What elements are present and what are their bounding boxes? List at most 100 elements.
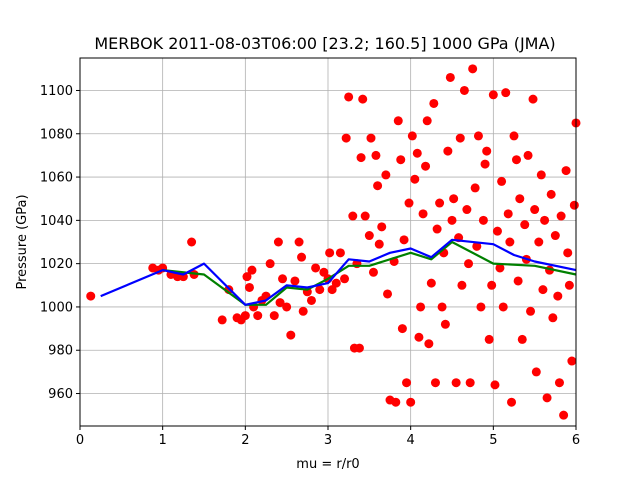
scatter-point bbox=[484, 334, 494, 344]
scatter-point bbox=[468, 64, 478, 74]
lines bbox=[100, 238, 577, 306]
scatter-point bbox=[526, 306, 536, 316]
scatter-point bbox=[325, 248, 335, 258]
scatter-point bbox=[402, 378, 412, 388]
scatter-point bbox=[561, 166, 571, 176]
scatter-point bbox=[440, 319, 450, 329]
scatter-point bbox=[546, 189, 556, 199]
scatter-point bbox=[298, 306, 308, 316]
scatter-point bbox=[242, 272, 252, 282]
scatter-point bbox=[240, 311, 250, 321]
scatter-point bbox=[247, 265, 257, 275]
scatter-point bbox=[273, 237, 283, 247]
scatter-point bbox=[399, 235, 409, 245]
y-tick-label: 1000 bbox=[40, 300, 73, 315]
scatter-point bbox=[278, 274, 288, 284]
scatter-point bbox=[360, 211, 370, 221]
scatter-point bbox=[548, 313, 558, 323]
scatter-point bbox=[515, 194, 525, 204]
scatter-point bbox=[421, 161, 431, 171]
x-ticks: 0 1 2 3 4 5 6 bbox=[76, 426, 580, 448]
scatter-point bbox=[465, 378, 475, 388]
scatter-point bbox=[282, 302, 292, 312]
scatter-point bbox=[550, 231, 560, 241]
scatter-point bbox=[538, 285, 548, 295]
scatter-point bbox=[391, 397, 401, 407]
scatter-point bbox=[340, 274, 350, 284]
scatter-point bbox=[373, 181, 383, 191]
scatter-point bbox=[503, 209, 513, 219]
scatter-point bbox=[449, 194, 459, 204]
scatter-point bbox=[364, 231, 374, 241]
scatter-point bbox=[327, 285, 337, 295]
scatter-point bbox=[404, 198, 414, 208]
scatter-point bbox=[396, 155, 406, 165]
scatter-point bbox=[368, 267, 378, 277]
x-axis-label: mu = r/r0 bbox=[296, 457, 359, 472]
scatter-point bbox=[569, 200, 579, 210]
scatter-point bbox=[371, 150, 381, 160]
scatter-point bbox=[297, 252, 307, 262]
scatter-point bbox=[447, 215, 457, 225]
scatter-point bbox=[497, 176, 507, 186]
scatter-point bbox=[416, 302, 426, 312]
scatter-point bbox=[501, 88, 511, 98]
scatter-point bbox=[265, 259, 275, 269]
x-tick-label: 0 bbox=[76, 433, 84, 448]
y-tick-label: 1100 bbox=[40, 84, 73, 99]
scatter-point bbox=[490, 380, 500, 390]
y-tick-label: 980 bbox=[48, 344, 73, 359]
scatter-point bbox=[429, 98, 439, 108]
scatter-point bbox=[217, 315, 227, 325]
scatter-point bbox=[435, 198, 445, 208]
scatter-point bbox=[482, 146, 492, 156]
scatter-point bbox=[187, 237, 197, 247]
scatter-point bbox=[472, 241, 482, 251]
scatter-point bbox=[294, 237, 304, 247]
scatter-point bbox=[487, 280, 497, 290]
scatter-point bbox=[559, 410, 569, 420]
scatter-point bbox=[412, 148, 422, 158]
scatter-point bbox=[553, 291, 563, 301]
scatter-points bbox=[86, 64, 581, 420]
x-tick-label: 2 bbox=[241, 433, 249, 448]
scatter-point bbox=[451, 378, 461, 388]
scatter-point bbox=[556, 211, 566, 221]
y-ticks: 960 980 1000 1020 1040 1060 1080 1100 bbox=[40, 84, 80, 402]
scatter-point bbox=[470, 183, 480, 193]
scatter-point bbox=[432, 224, 442, 234]
y-tick-label: 1020 bbox=[40, 257, 73, 272]
x-tick-label: 1 bbox=[159, 433, 167, 448]
scatter-point bbox=[509, 131, 519, 141]
grid bbox=[79, 58, 577, 426]
scatter-point bbox=[253, 311, 263, 321]
y-axis-label: Pressure (GPa) bbox=[15, 194, 30, 289]
scatter-point bbox=[473, 131, 483, 141]
scatter-point bbox=[505, 237, 515, 247]
scatter-point bbox=[513, 276, 523, 286]
scatter-point bbox=[335, 248, 345, 258]
scatter-point bbox=[393, 116, 403, 126]
mean-line bbox=[100, 238, 577, 306]
scatter-point bbox=[341, 133, 351, 143]
scatter-point bbox=[464, 259, 474, 269]
scatter-point bbox=[511, 155, 521, 165]
scatter-point bbox=[406, 397, 416, 407]
scatter-point bbox=[315, 285, 325, 295]
scatter-point bbox=[517, 334, 527, 344]
x-tick-label: 3 bbox=[324, 433, 332, 448]
chart-title: MERBOK 2011-08-03T06:00 [23.2; 160.5] 10… bbox=[94, 34, 555, 53]
scatter-point bbox=[381, 170, 391, 180]
scatter-point bbox=[530, 205, 540, 215]
scatter-point bbox=[492, 226, 502, 236]
scatter-point bbox=[358, 94, 368, 104]
scatter-point bbox=[354, 343, 364, 353]
scatter-point bbox=[348, 211, 358, 221]
scatter-point bbox=[523, 150, 533, 160]
scatter-point bbox=[397, 324, 407, 334]
y-tick-label: 960 bbox=[48, 387, 73, 402]
scatter-point bbox=[356, 153, 366, 163]
scatter-point bbox=[520, 220, 530, 230]
scatter-point bbox=[531, 367, 541, 377]
